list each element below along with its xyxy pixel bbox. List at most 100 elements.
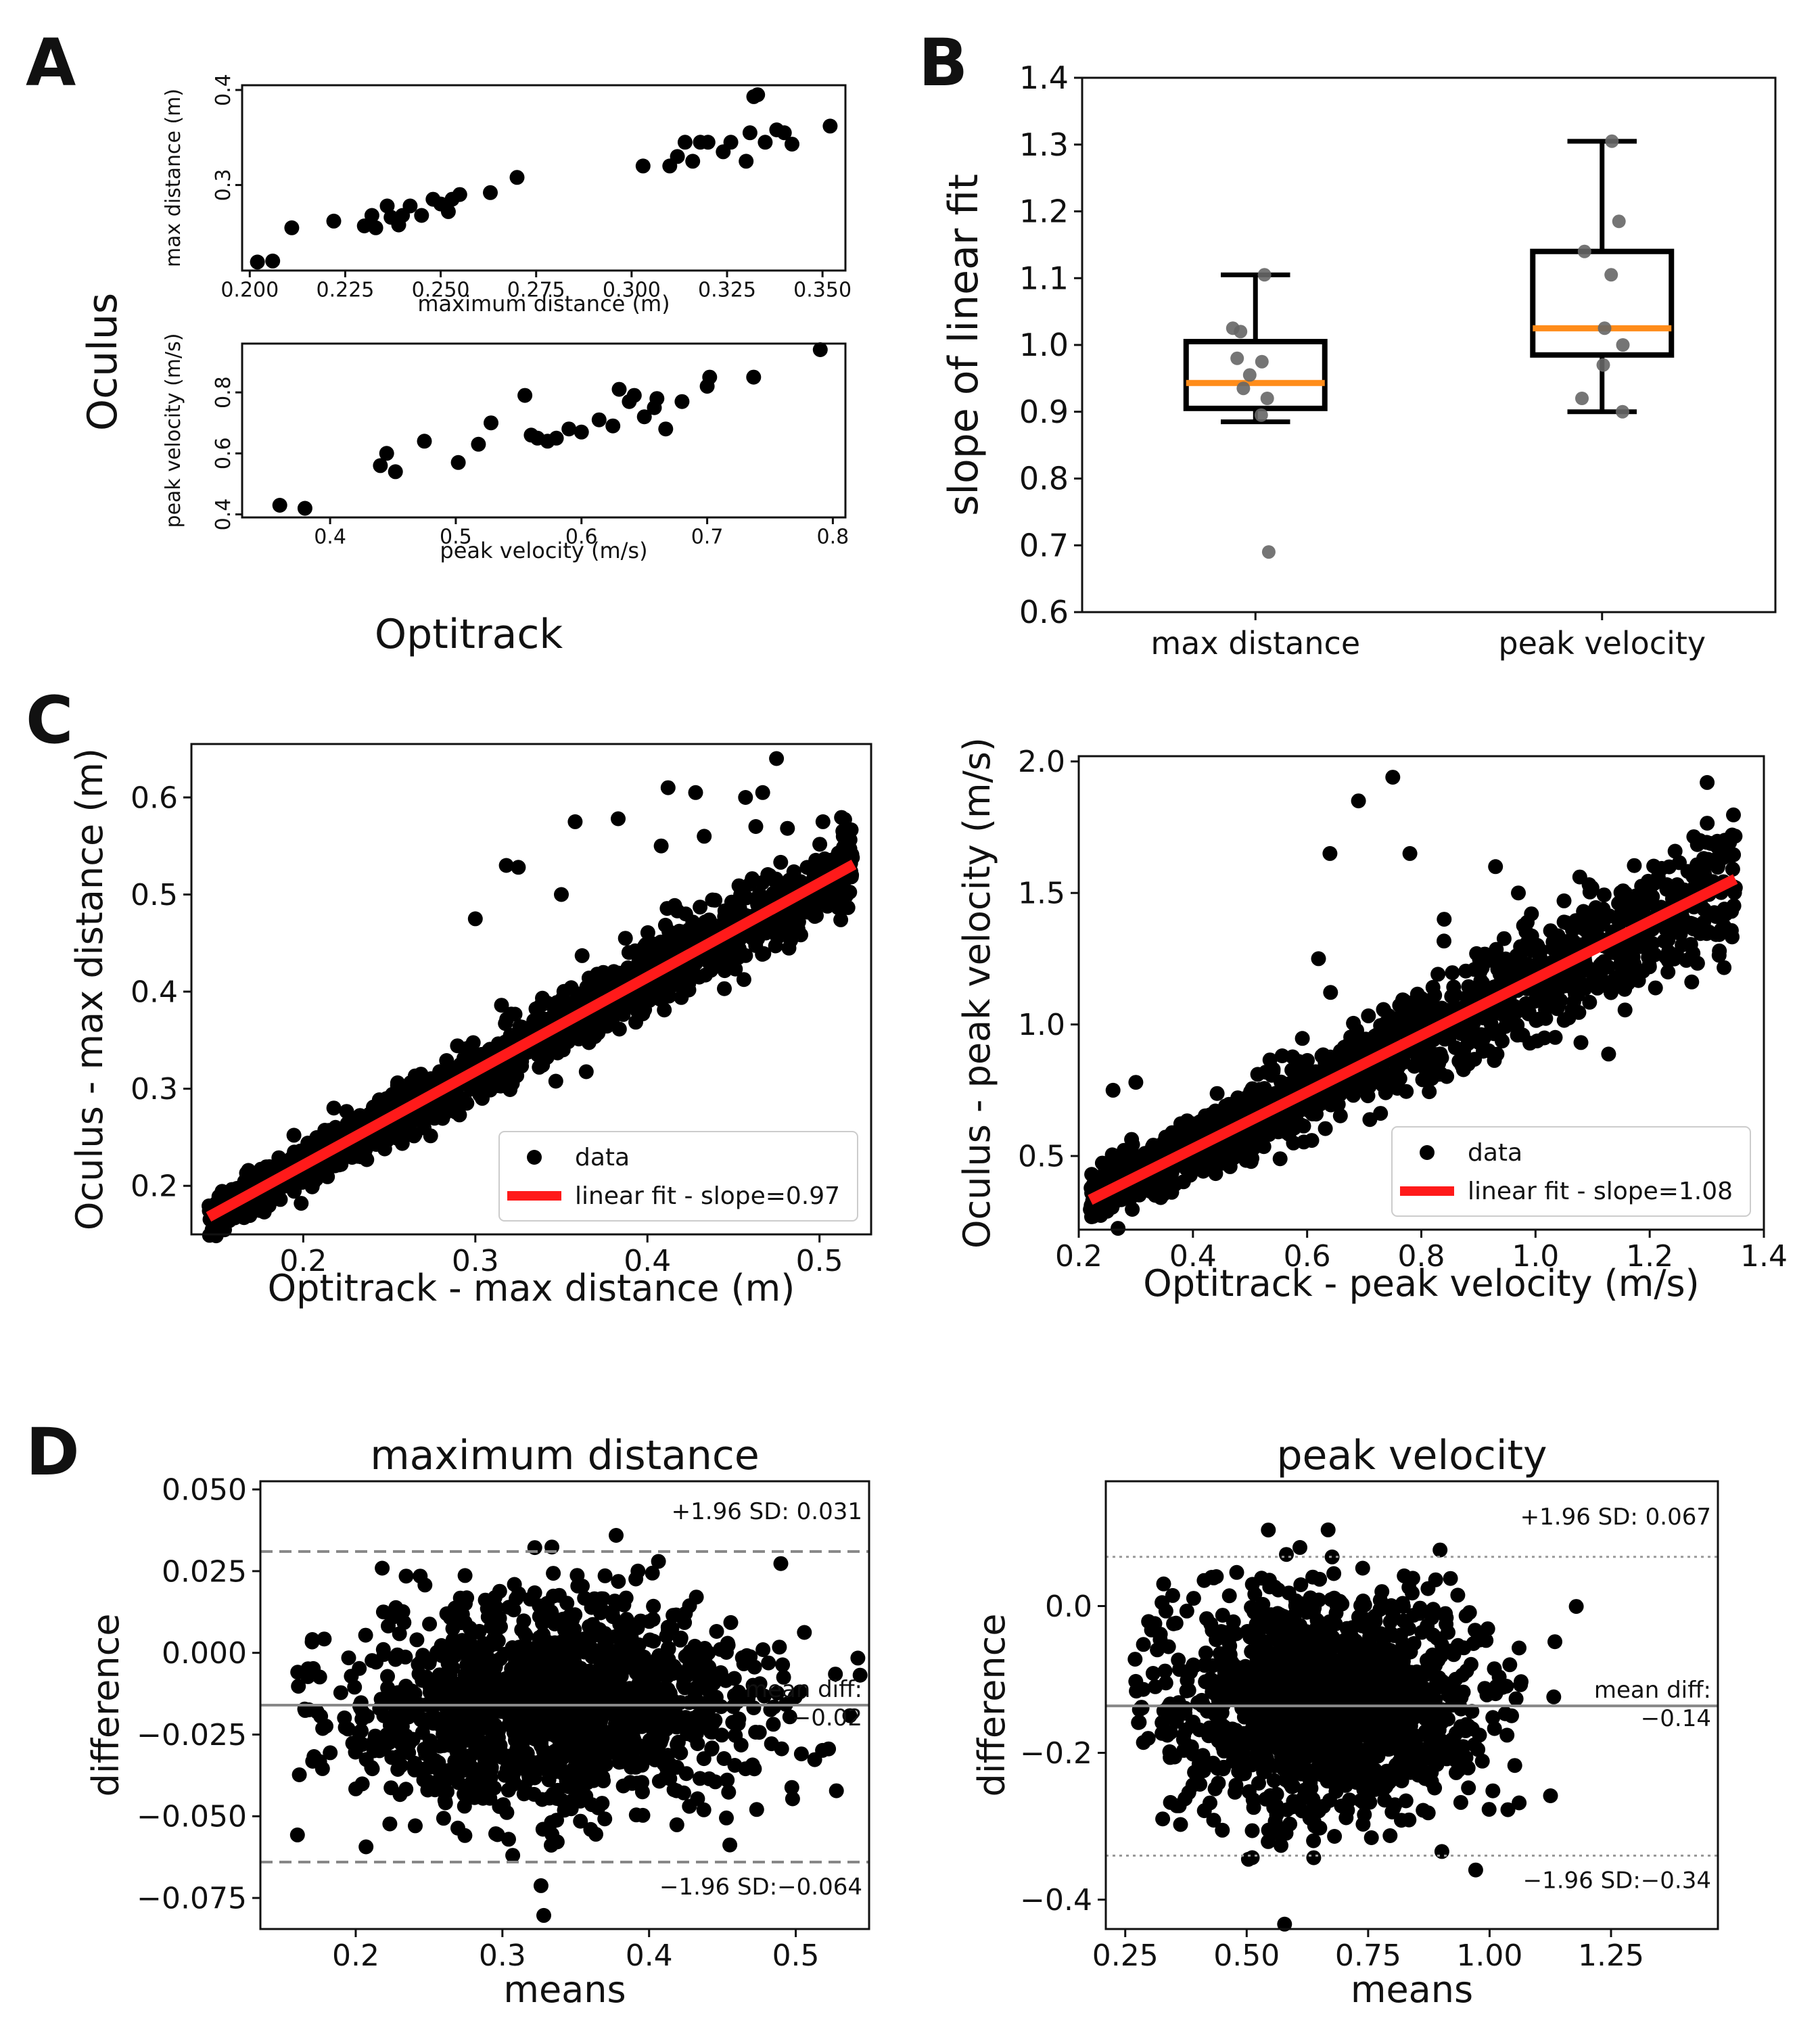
panel-label-d: D	[26, 1414, 80, 1490]
c2-point	[1156, 1186, 1171, 1202]
d1-point	[375, 1642, 391, 1657]
d1-point	[764, 1736, 779, 1752]
d1-point	[595, 1591, 611, 1606]
c1-point	[661, 988, 677, 1004]
d1-point	[484, 1619, 499, 1635]
d1-mean-diff-value: −0.02	[792, 1704, 862, 1732]
c1-point	[494, 998, 509, 1013]
c1-fit-line	[206, 859, 857, 1222]
d1-point	[544, 1815, 559, 1830]
d1-point	[457, 1568, 473, 1583]
a2-ytick-label: 0.8	[212, 376, 235, 409]
a1-point	[677, 135, 693, 150]
c2-point	[1556, 893, 1572, 908]
c2-point	[1727, 829, 1743, 844]
c2-x-axis-label: Optitrack - peak velocity (m/s)	[1143, 1262, 1700, 1305]
d1-point	[829, 1783, 844, 1798]
c1-x-axis-label: Optitrack - max distance (m)	[268, 1267, 795, 1309]
d1-point	[596, 1773, 611, 1788]
c1-point	[617, 931, 633, 946]
a1-point	[742, 125, 757, 141]
d1-point	[807, 1752, 822, 1767]
c2-point	[1717, 960, 1732, 975]
b-point	[1616, 404, 1629, 419]
d1-point	[408, 1818, 423, 1834]
b-point	[1261, 545, 1276, 559]
d1-point	[521, 1767, 536, 1783]
c2-point	[1295, 1031, 1310, 1046]
c2-point	[1262, 1052, 1278, 1068]
d1-point	[323, 1745, 338, 1761]
d1-point	[659, 1721, 674, 1737]
c2-point	[1660, 932, 1676, 948]
c1-point	[831, 845, 846, 861]
d2-point	[1320, 1522, 1336, 1537]
a2-point	[471, 436, 486, 452]
b-point	[1605, 134, 1619, 148]
d1-point	[772, 1640, 787, 1655]
c2-point	[1471, 1035, 1487, 1050]
d1-point	[536, 1907, 551, 1923]
d1-point	[473, 1788, 489, 1803]
d1-point	[676, 1713, 691, 1729]
d1-lower-loa-label: −1.96 SD:−0.064	[659, 1874, 862, 1901]
c1-point	[755, 785, 770, 800]
a2-point	[626, 388, 642, 403]
c2-point	[1481, 1043, 1497, 1059]
c2-point	[1256, 1086, 1272, 1102]
d1-point	[463, 1776, 477, 1792]
c2-point	[1322, 845, 1338, 861]
c2-point	[1105, 1082, 1121, 1098]
d2-point	[1401, 1812, 1417, 1828]
c2-point	[1458, 963, 1474, 979]
c2-point	[1686, 921, 1701, 937]
d1-point	[473, 1716, 488, 1731]
d1-point	[422, 1617, 438, 1632]
d1-point	[727, 1758, 743, 1773]
c1-legend	[498, 1131, 858, 1222]
c2-point	[1378, 1072, 1393, 1088]
c1-point	[636, 988, 651, 1003]
c2-point	[1520, 914, 1535, 930]
c1-point	[768, 871, 784, 887]
a2-point	[636, 409, 652, 425]
d1-point	[559, 1596, 575, 1611]
a1-point	[822, 118, 838, 134]
c2-point	[1547, 984, 1562, 1000]
d1-point	[733, 1738, 749, 1752]
d1-point	[580, 1759, 596, 1774]
c2-xtick-label: 1.4	[1740, 1239, 1788, 1274]
c1-point	[581, 971, 597, 985]
d1-point	[358, 1627, 373, 1643]
c2-point	[1472, 952, 1487, 967]
d1-point	[337, 1710, 352, 1725]
c1-point	[751, 886, 767, 902]
c1-point	[677, 963, 692, 979]
c1-point	[446, 1096, 461, 1112]
c2-point	[1385, 770, 1401, 785]
d1-point	[454, 1642, 470, 1658]
c2-point	[1127, 1186, 1143, 1202]
a1-point	[509, 170, 525, 185]
c1-point	[745, 871, 760, 887]
b-point	[1236, 381, 1251, 396]
d1-point	[539, 1757, 555, 1773]
a2-x-axis-label: peak velocity (m/s)	[440, 538, 647, 563]
a2-point	[379, 446, 394, 461]
d1-point	[659, 1628, 674, 1644]
c1-point	[653, 838, 669, 854]
c1-point	[229, 1181, 245, 1196]
d1-point	[436, 1811, 451, 1826]
d2-point	[1326, 1566, 1342, 1581]
a1-point	[414, 208, 429, 223]
d1-point	[611, 1574, 626, 1589]
d1-point	[651, 1554, 666, 1569]
d1-point	[411, 1656, 426, 1672]
c1-legend-fit-label: linear fit - slope=0.97	[575, 1182, 840, 1210]
c2-point	[1726, 807, 1741, 822]
d1-point	[638, 1683, 653, 1699]
c1-point	[660, 780, 676, 795]
d1-point	[389, 1688, 404, 1703]
d1-point	[456, 1727, 471, 1743]
c2-point	[1645, 935, 1660, 951]
